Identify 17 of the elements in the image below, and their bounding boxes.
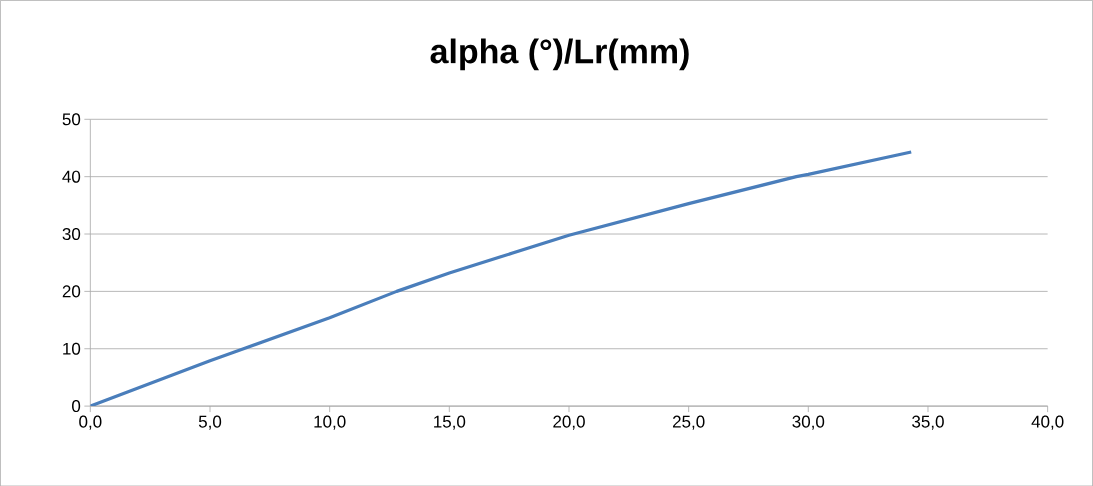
x-tick-label: 30,0 <box>792 415 825 430</box>
y-tick-label: 40 <box>62 170 81 183</box>
y-tick-label: 30 <box>62 227 81 240</box>
line-series <box>90 150 913 406</box>
x-tick-label: 15,0 <box>434 415 466 430</box>
x-tick-label: 0,0 <box>79 415 102 430</box>
x-tick-label: 5,0 <box>198 415 222 430</box>
x-tick-label: 10,0 <box>314 415 346 430</box>
y-tick-label: 20 <box>62 285 81 298</box>
x-tick-label: 20,0 <box>553 415 585 430</box>
y-tick-label: 0 <box>72 399 81 412</box>
x-tick-label: 25,0 <box>672 415 705 430</box>
y-tick-label: 10 <box>63 342 81 355</box>
y-tick-label: 50 <box>62 113 81 126</box>
chart-title: alpha (°)/Lr(mm) <box>430 38 689 70</box>
x-tick-label: 35,0 <box>912 415 944 430</box>
x-tick-label: 40,0 <box>1031 415 1064 430</box>
